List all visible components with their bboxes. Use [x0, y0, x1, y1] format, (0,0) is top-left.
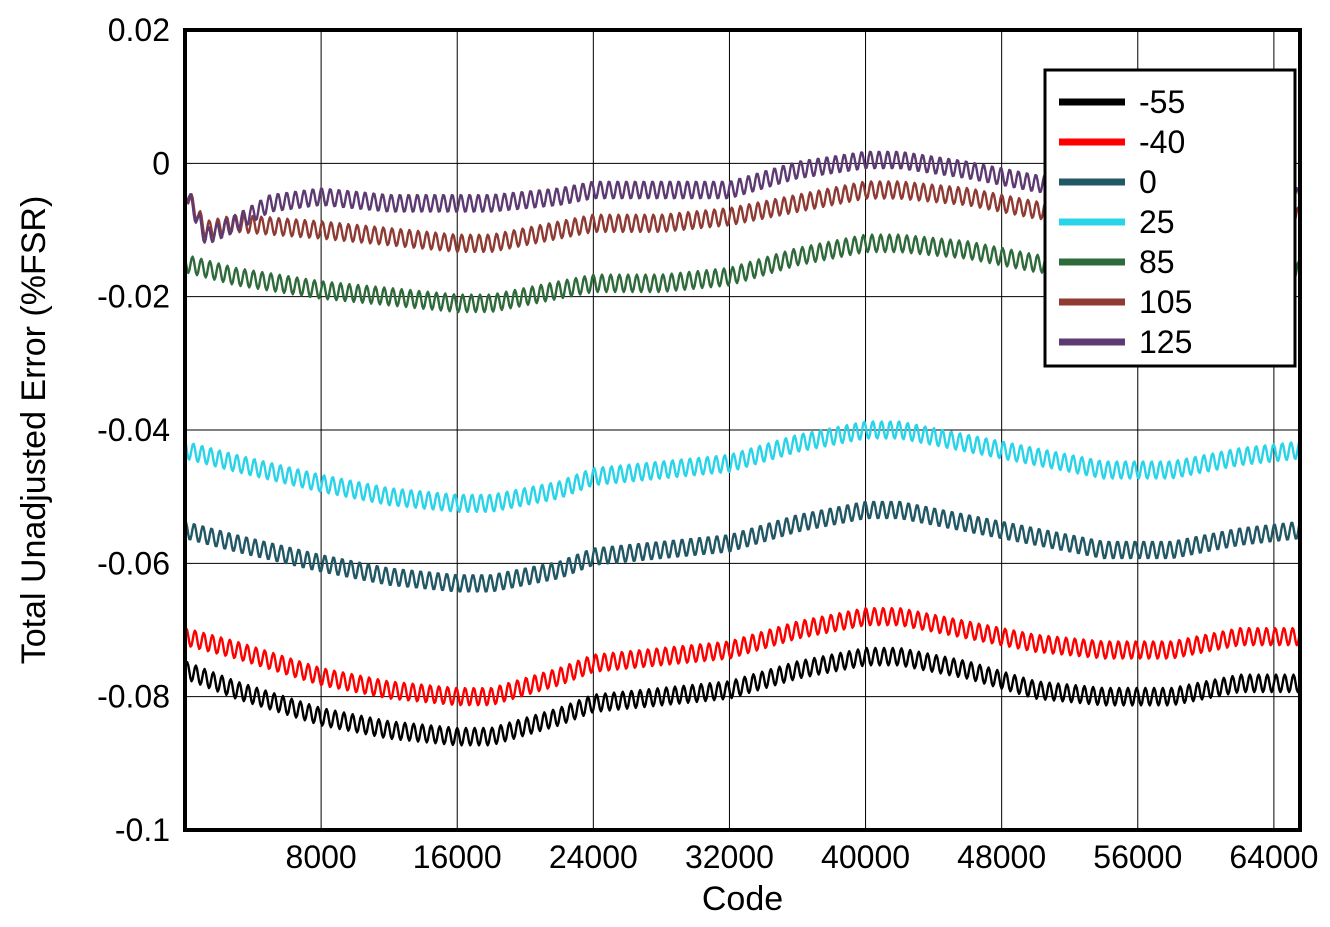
- legend-label: 85: [1139, 244, 1175, 280]
- x-tick-label: 32000: [685, 839, 774, 875]
- chart-svg: 8000 16000 24000 32000 40000 48000 56000 64000 -…: [0, 0, 1330, 927]
- y-tick-label: 0.02: [108, 12, 170, 48]
- legend-swatch: [1059, 339, 1125, 346]
- legend-swatch: [1059, 219, 1125, 226]
- y-tick-label: -0.06: [97, 545, 170, 581]
- legend-label: 105: [1139, 284, 1192, 320]
- x-axis-label: Code: [702, 880, 783, 918]
- legend-label: 125: [1139, 324, 1192, 360]
- x-tick-label: 40000: [821, 839, 910, 875]
- y-tick-label: -0.04: [97, 412, 170, 448]
- legend-swatch: [1059, 179, 1125, 186]
- y-tick-label: -0.08: [97, 679, 170, 715]
- x-tick-label: 64000: [1229, 839, 1318, 875]
- legend-swatch: [1059, 99, 1125, 106]
- x-tick-label: 16000: [413, 839, 502, 875]
- legend-label: 25: [1139, 204, 1175, 240]
- x-tick-label: 24000: [549, 839, 638, 875]
- legend-swatch: [1059, 299, 1125, 306]
- legend-swatch: [1059, 139, 1125, 146]
- x-tick-label: 48000: [957, 839, 1046, 875]
- y-tick-label: 0: [152, 145, 170, 181]
- x-tick-label: 56000: [1093, 839, 1182, 875]
- legend-label: -40: [1139, 124, 1185, 160]
- y-tick-label: -0.1: [115, 812, 170, 848]
- legend-swatch: [1059, 259, 1125, 266]
- chart-figure: 8000 16000 24000 32000 40000 48000 56000 64000 -…: [0, 0, 1330, 927]
- y-tick-label: -0.02: [97, 279, 170, 315]
- legend-label: -55: [1139, 84, 1185, 120]
- y-axis-label: Total Unadjusted Error (%FSR): [15, 196, 53, 665]
- legend-label: 0: [1139, 164, 1157, 200]
- x-tick-label: 8000: [286, 839, 357, 875]
